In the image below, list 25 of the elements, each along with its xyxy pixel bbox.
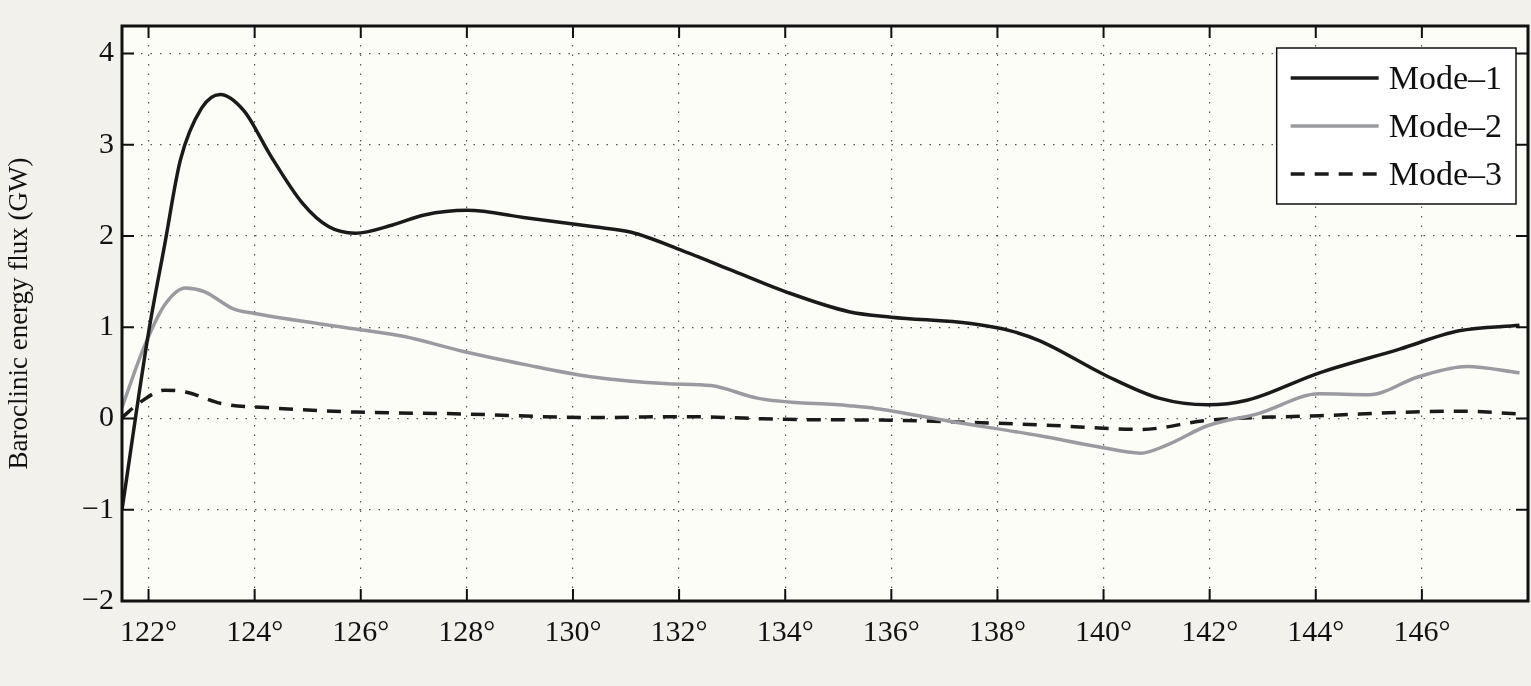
y-tick-label: 2: [99, 216, 114, 250]
x-tick-label: 138°: [968, 613, 1026, 647]
x-tick-label: 146°: [1393, 613, 1451, 647]
y-axis-title: Baroclinic energy flux (GW): [3, 157, 34, 470]
x-tick-label: 132°: [650, 613, 708, 647]
x-tick-label: 122°: [120, 613, 178, 647]
legend-label: Mode–3: [1388, 154, 1503, 192]
x-tick-label: 130°: [544, 613, 602, 647]
x-tick-label: 126°: [332, 613, 390, 647]
x-tick-label: 142°: [1181, 613, 1239, 647]
x-tick-label: 144°: [1287, 613, 1345, 647]
line-series: [122, 286, 1522, 455]
legend-label: Mode–1: [1388, 58, 1503, 96]
y-tick-label: 1: [99, 308, 114, 342]
y-tick-label: −2: [82, 581, 114, 615]
y-tick-label: 4: [99, 34, 114, 68]
y-tick-label: 3: [99, 125, 114, 159]
legend-label: Mode–2: [1388, 106, 1503, 144]
y-tick-label: −1: [82, 490, 114, 524]
x-tick-label: 128°: [438, 613, 496, 647]
x-tick-label: 136°: [862, 613, 920, 647]
x-tick-label: 124°: [226, 613, 284, 647]
x-tick-label: 140°: [1075, 613, 1133, 647]
y-tick-label: 0: [99, 399, 114, 433]
x-tick-label: 134°: [756, 613, 814, 647]
